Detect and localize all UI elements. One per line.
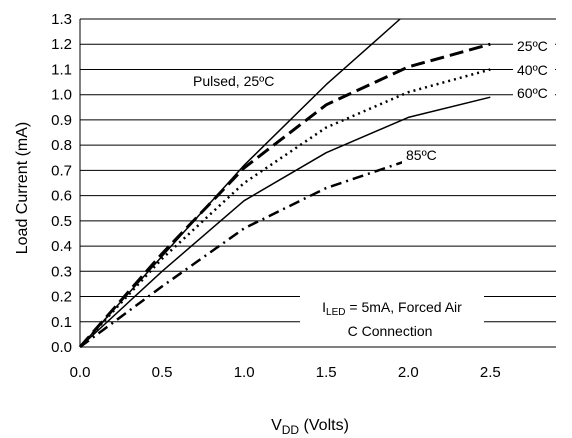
series-label-2: 60ºC (517, 85, 548, 101)
x-axis-title-main: V (271, 417, 282, 434)
y-axis-title: Load Current (mA) (14, 122, 31, 255)
y-tick-label-11: 1.1 (51, 61, 72, 78)
y-tick-label-8: 0.8 (51, 137, 72, 154)
gridlines (80, 18, 556, 323)
connection-annotation: C Connection (348, 323, 433, 339)
x-tick-labels: 0.0 0.5 1.0 1.5 2.0 2.5 (70, 364, 501, 381)
series-line-4 (79, 159, 409, 349)
y-tick-label-3: 0.3 (51, 263, 72, 280)
y-tick-label-2: 0.2 (51, 289, 72, 306)
axes (79, 19, 556, 348)
x-tick-label-4: 2.0 (398, 364, 419, 381)
x-axis-title-sub: DD (282, 423, 300, 437)
series-label-3: 85ºC (406, 147, 437, 163)
y-tick-label-5: 0.5 (51, 213, 72, 230)
x-tick-label-0: 0.0 (70, 364, 91, 381)
y-tick-label-12: 1.2 (51, 36, 72, 53)
series-label-bg-2 (513, 85, 555, 102)
x-tick-label-5: 2.5 (480, 364, 501, 381)
x-axis-title: VDD (Volts) (271, 417, 349, 437)
y-tick-label-0: 0.0 (51, 339, 72, 356)
iled-annotation: ILED = 5mA, Forced Air (322, 299, 462, 318)
iled-main: I (322, 299, 326, 315)
iled-sub: LED (326, 307, 345, 318)
series-label-0: 25ºC (517, 38, 548, 54)
pulsed-label-bg (182, 70, 302, 92)
series-labels: 25ºC 40ºC 60ºC 85ºC (402, 38, 555, 164)
x-tick-label-1: 0.5 (152, 364, 173, 381)
series-label-1: 40ºC (517, 62, 548, 78)
y-tick-label-4: 0.4 (51, 238, 72, 255)
y-tick-label-9: 0.9 (51, 112, 72, 129)
series-lines (78, 18, 491, 349)
series-line-1 (78, 42, 491, 348)
series-line-3 (79, 96, 491, 348)
series-label-bg-0 (513, 38, 555, 55)
pulsed-annotation: Pulsed, 25ºC (193, 73, 274, 89)
series-label-bg-3 (402, 146, 452, 164)
y-tick-labels: 0.0 0.1 0.2 0.3 0.4 0.5 0.6 0.7 0.8 0.9 1.0 1.1 1.2 1… (51, 11, 72, 356)
series-label-bg-1 (513, 62, 555, 79)
x-axis-title-rest: (Volts) (299, 417, 349, 434)
y-tick-label-13: 1.3 (51, 11, 72, 28)
x-tick-label-3: 1.5 (316, 364, 337, 381)
y-tick-label-6: 0.6 (51, 188, 72, 205)
condition-box-bg (300, 296, 484, 342)
iled-rest: = 5mA, Forced Air (346, 299, 463, 315)
y-tick-label-1: 0.1 (51, 314, 72, 331)
x-tick-label-2: 1.0 (234, 364, 255, 381)
y-tick-label-7: 0.7 (51, 162, 72, 179)
y-tick-label-10: 1.0 (51, 87, 72, 104)
